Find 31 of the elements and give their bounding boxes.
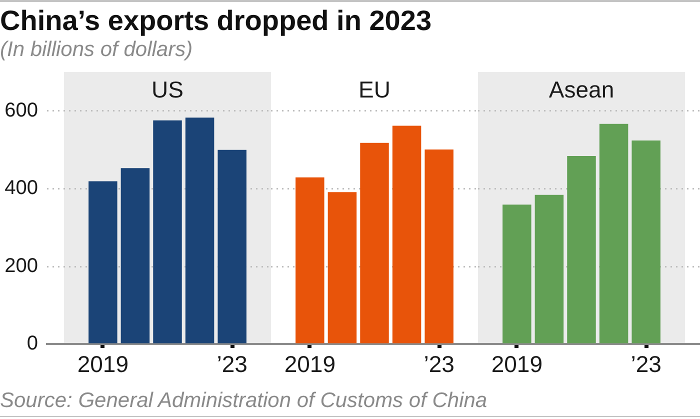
y-tick-label: 200 (4, 254, 38, 277)
bar (599, 124, 628, 344)
bar (424, 149, 454, 344)
bar (185, 118, 214, 344)
series-label: US (152, 76, 184, 102)
bar (296, 177, 324, 344)
series-label: EU (358, 76, 390, 102)
chart-subtitle: (In billions of dollars) (0, 38, 193, 61)
series-label: Asean (548, 76, 614, 102)
bar (360, 142, 389, 344)
bar (218, 150, 246, 344)
bar (567, 156, 596, 344)
x-tick-label: ’23 (424, 351, 454, 378)
bar (153, 120, 182, 344)
source-note: Source: General Administration of Customs of China (0, 389, 488, 412)
x-tick-label: ’23 (630, 351, 662, 378)
y-tick-label: 400 (4, 177, 38, 200)
chart-title: China’s exports dropped in 2023 (0, 5, 432, 36)
x-tick-label: 2019 (284, 351, 336, 378)
x-tick-label: ’23 (216, 351, 248, 378)
y-tick-label: 0 (26, 332, 38, 355)
x-tick-label: 2019 (491, 351, 542, 378)
bar (328, 192, 357, 344)
bar (88, 181, 118, 344)
x-tick-label: 2019 (77, 351, 128, 378)
bar (632, 140, 660, 344)
bar (502, 204, 532, 344)
bar (534, 194, 564, 344)
bar (120, 168, 150, 344)
y-tick-label: 600 (4, 100, 38, 122)
bar (392, 126, 422, 344)
